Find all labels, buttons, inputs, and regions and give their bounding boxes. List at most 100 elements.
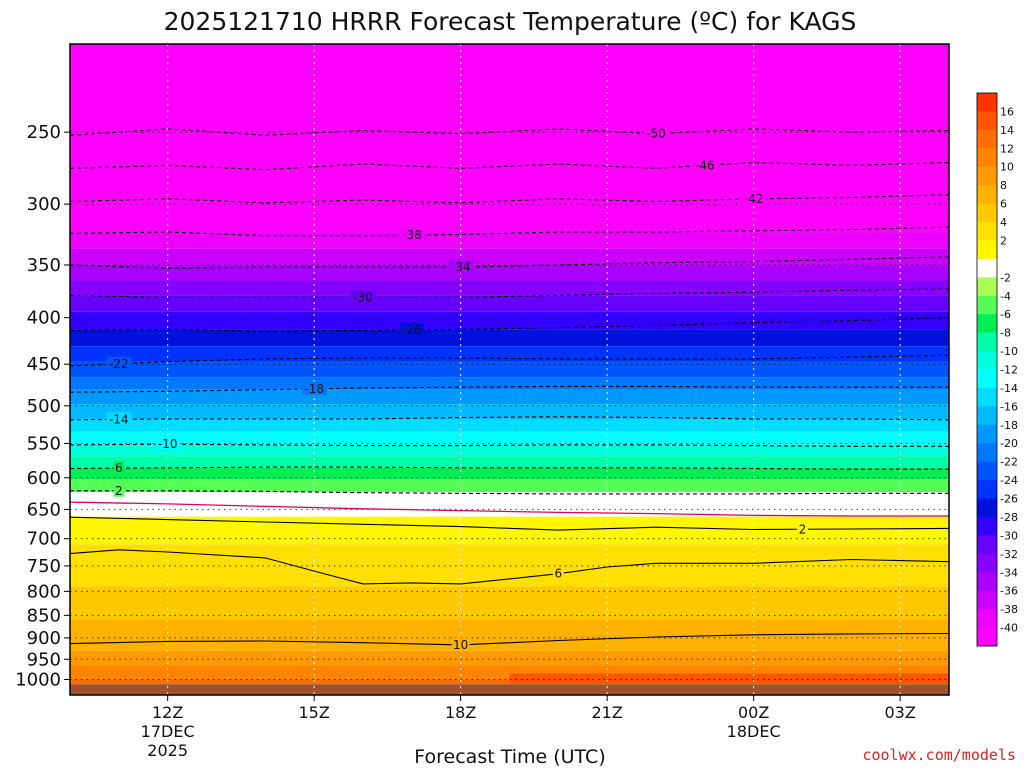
y-tick-label: 950 (27, 649, 61, 670)
colorbar-tick-label: 6 (1000, 198, 1007, 211)
colorbar-tick-label: -6 (1000, 308, 1011, 321)
y-tick-label: 350 (27, 255, 61, 276)
colorbar-tick-label: -30 (1000, 529, 1018, 542)
x-tick-label: 12Z (152, 703, 183, 722)
colorbar-tick-label: 14 (1000, 124, 1014, 137)
y-tick-label: 450 (27, 354, 61, 375)
colorbar-tick-label: -18 (1000, 419, 1018, 432)
credit-text: coolwx.com/models (862, 746, 1016, 764)
temperature-band (70, 295, 949, 312)
colorbar-tick-label: -34 (1000, 566, 1018, 579)
temperature-band (70, 619, 949, 651)
colorbar-swatch (977, 590, 997, 610)
colorbar-swatch (977, 93, 997, 112)
colorbar-swatch (977, 203, 997, 223)
temperature-band (70, 361, 949, 378)
colorbar-tick-label: -14 (1000, 382, 1018, 395)
isotherm-label: 10 (453, 638, 468, 652)
colorbar-swatch (977, 553, 997, 573)
isotherm-layer (70, 128, 949, 646)
temperature-band (70, 467, 949, 480)
isotherm-label: -26 (402, 323, 422, 337)
temperature-band (70, 479, 949, 493)
colorbar-swatch (977, 351, 997, 370)
temperature-band (70, 444, 949, 457)
isotherm-label-bg (451, 637, 470, 651)
temperature-band (70, 431, 949, 445)
colorbar-swatch (977, 443, 997, 462)
colorbar-swatch (977, 424, 997, 444)
x-tick-year-label: 2025 (147, 741, 188, 760)
colorbar-frame (976, 92, 998, 647)
colorbar-tick-label: 10 (1000, 161, 1014, 174)
temperature-band (70, 456, 949, 468)
colorbar-tick-label: 4 (1000, 216, 1007, 229)
temperature-band (70, 492, 949, 517)
colorbar-swatch (977, 277, 997, 297)
isotherm-label-bg (552, 566, 564, 580)
isotherm-line (70, 632, 949, 646)
colorbar-tick-label: -22 (1000, 456, 1018, 469)
colorbar-swatch (977, 516, 997, 536)
colorbar-tick-label: -20 (1000, 437, 1018, 450)
temperature-band (70, 232, 949, 249)
isotherm-label-bg (155, 437, 181, 451)
x-axis-label: Forecast Time (UTC) (414, 746, 605, 768)
colorbar-tick-label: -2 (1000, 271, 1011, 284)
temperature-band (70, 684, 949, 695)
isotherm-line (70, 501, 949, 517)
colorbar-tick-label: -26 (1000, 493, 1018, 506)
y-tick-label: 1000 (15, 670, 61, 691)
isotherm-label-bg (399, 228, 425, 242)
isotherm-label: -38 (402, 228, 422, 242)
colorbar-swatch (977, 387, 997, 407)
colorbar-tick-label: 12 (1000, 142, 1014, 155)
colorbar-swatch (977, 406, 997, 426)
y-axis-ticks: 2503003504004505005506006507007508008509… (15, 122, 70, 691)
isotherm-label-bg (106, 356, 132, 370)
colorbar-swatch (977, 332, 997, 352)
x-tick-label: 00Z (738, 703, 769, 722)
colorbar-swatch (977, 185, 997, 204)
temperature-band (509, 673, 949, 684)
colorbar-swatch (977, 129, 997, 149)
isotherm-label-bg (797, 522, 808, 536)
colorbar-tick-label: -10 (1000, 345, 1018, 358)
isotherm-label-bg (350, 290, 376, 304)
isotherm-label-bg (448, 260, 474, 274)
isotherm-label: -30 (353, 290, 373, 304)
colorbar-swatch (977, 295, 997, 315)
y-tick-label: 750 (27, 556, 61, 577)
y-tick-label: 400 (27, 308, 61, 329)
x-tick-label: 21Z (592, 703, 623, 722)
colorbar-swatch (977, 222, 997, 241)
isotherm-label: -46 (695, 158, 715, 172)
temperature-band (70, 311, 949, 330)
colorbar-tick-label: -4 (1000, 290, 1011, 303)
temperature-band (70, 650, 949, 666)
isotherm-label-bg (301, 381, 327, 395)
isotherm-label-bg (692, 158, 718, 172)
temperature-band (70, 248, 949, 265)
colorbar-tick-label: -36 (1000, 585, 1018, 598)
temperature-band (70, 44, 949, 233)
temperature-band (70, 329, 949, 347)
colorbar-swatch (977, 572, 997, 591)
isotherm-label: -10 (158, 437, 178, 451)
colorbar-tick-label: -40 (1000, 622, 1018, 635)
y-tick-label: 600 (27, 468, 61, 489)
y-tick-label: 800 (27, 581, 61, 602)
colorbar-tick-label: 8 (1000, 179, 1007, 192)
temperature-band (70, 586, 949, 620)
grid-layer (70, 44, 949, 695)
temperature-band (70, 346, 949, 362)
isotherm-label-bg (741, 191, 767, 205)
x-tick-label: 18Z (445, 703, 476, 722)
isotherm-label: -50 (646, 127, 666, 141)
y-tick-label: 850 (27, 605, 61, 626)
y-tick-label: 250 (27, 122, 61, 143)
y-tick-label: 900 (27, 628, 61, 649)
y-tick-label: 700 (27, 529, 61, 550)
colorbar-swatch (977, 369, 997, 389)
